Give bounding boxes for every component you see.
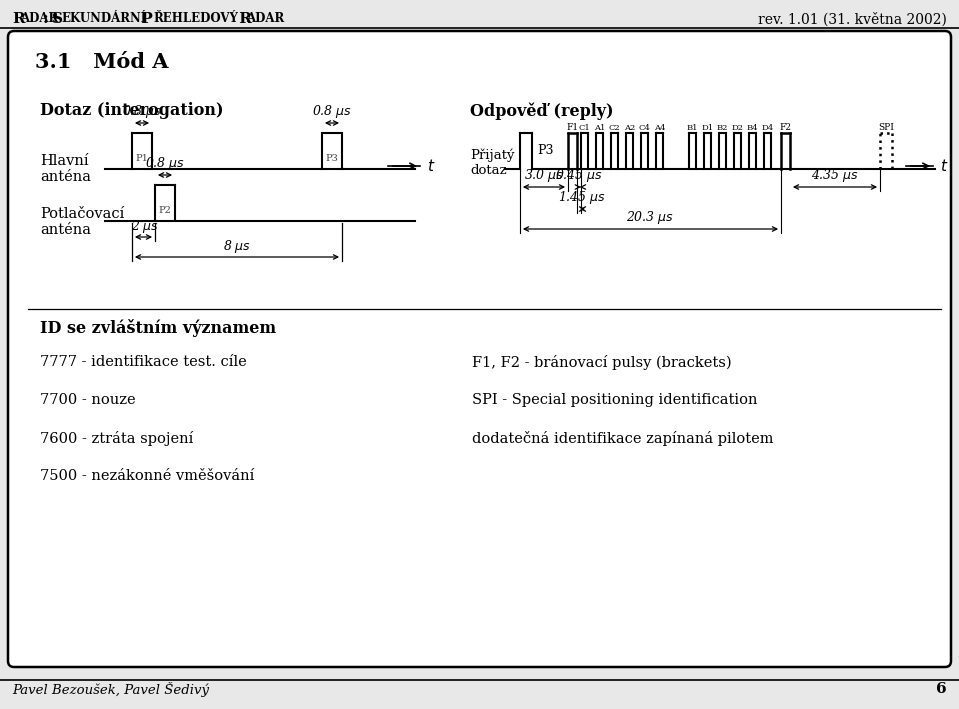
Text: $t$: $t$ [940,158,948,174]
Text: 6: 6 [936,682,947,696]
Text: Pavel Bezoušek, Pavel Šedivý: Pavel Bezoušek, Pavel Šedivý [12,682,209,697]
Text: C4: C4 [639,124,650,132]
Text: dodatečná identifikace zapínaná pilotem: dodatečná identifikace zapínaná pilotem [472,431,774,446]
Text: SPI - Special positioning identification: SPI - Special positioning identification [472,393,758,407]
Text: F2: F2 [780,123,791,132]
Text: Přijatý
dotaz: Přijatý dotaz [470,149,514,177]
Text: A1: A1 [594,124,605,132]
Text: 2 $\mu s$: 2 $\mu s$ [131,218,159,235]
Text: P3: P3 [325,154,339,163]
Text: EKUNDÁRNÍ: EKUNDÁRNÍ [61,12,147,25]
Text: $t$: $t$ [427,158,435,174]
Text: Potlačovací
anténa: Potlačovací anténa [40,207,125,238]
Text: F1: F1 [567,123,578,132]
Text: 3.0 $\mu s$: 3.0 $\mu s$ [524,167,564,184]
Text: 7500 - nezákonné vměšování: 7500 - nezákonné vměšování [40,469,254,483]
Text: 0.8 $\mu s$: 0.8 $\mu s$ [313,103,352,120]
Text: 0.8 $\mu s$: 0.8 $\mu s$ [145,155,185,172]
Text: B2: B2 [716,124,728,132]
Text: 20.3 $\mu s$: 20.3 $\mu s$ [626,209,674,226]
Text: S: S [52,12,63,26]
Text: 7600 - ztráta spojení: 7600 - ztráta spojení [40,431,194,446]
Text: 0.45 $\mu s$: 0.45 $\mu s$ [555,167,603,184]
Text: ID se zvláštním významem: ID se zvláštním významem [40,319,276,337]
Text: F1, F2 - bránovací pulsy (brackets): F1, F2 - bránovací pulsy (brackets) [472,355,732,370]
Text: A2: A2 [624,124,635,132]
Text: R: R [12,12,25,26]
Text: 7777 - identifikace test. cíle: 7777 - identifikace test. cíle [40,355,246,369]
Text: C2: C2 [609,124,620,132]
Text: C1: C1 [578,124,591,132]
Text: ŘEHLEDOVÝ: ŘEHLEDOVÝ [153,12,238,25]
Text: Odpověď (reply): Odpověď (reply) [470,102,614,120]
Text: 3.1   Mód A: 3.1 Mód A [35,52,169,72]
Text: Dotaz (interogation): Dotaz (interogation) [40,102,223,119]
Text: :: : [43,12,54,26]
Text: D4: D4 [761,124,774,132]
Text: ADAR: ADAR [20,12,58,25]
Text: R: R [234,12,252,26]
Text: Hlavní
anténa: Hlavní anténa [40,154,91,184]
Text: 4.35 $\mu s$: 4.35 $\mu s$ [811,167,859,184]
Text: P3: P3 [537,145,553,157]
Text: A4: A4 [654,124,666,132]
Text: P2: P2 [158,206,172,215]
Text: B4: B4 [747,124,759,132]
Text: D1: D1 [701,124,713,132]
Text: B1: B1 [687,124,698,132]
Text: 0.8 $\mu s$: 0.8 $\mu s$ [122,103,162,120]
Text: 7700 - nouze: 7700 - nouze [40,393,135,407]
FancyBboxPatch shape [8,31,951,667]
Text: 1.45 $\mu s$: 1.45 $\mu s$ [558,189,606,206]
Text: P1: P1 [135,154,149,163]
Text: rev. 1.01 (31. května 2002): rev. 1.01 (31. května 2002) [759,12,947,26]
Text: SPI: SPI [878,123,894,132]
Text: ADAR: ADAR [246,12,284,25]
Text: 8 $\mu s$: 8 $\mu s$ [222,238,251,255]
Text: P: P [136,12,152,26]
Text: D2: D2 [732,124,743,132]
